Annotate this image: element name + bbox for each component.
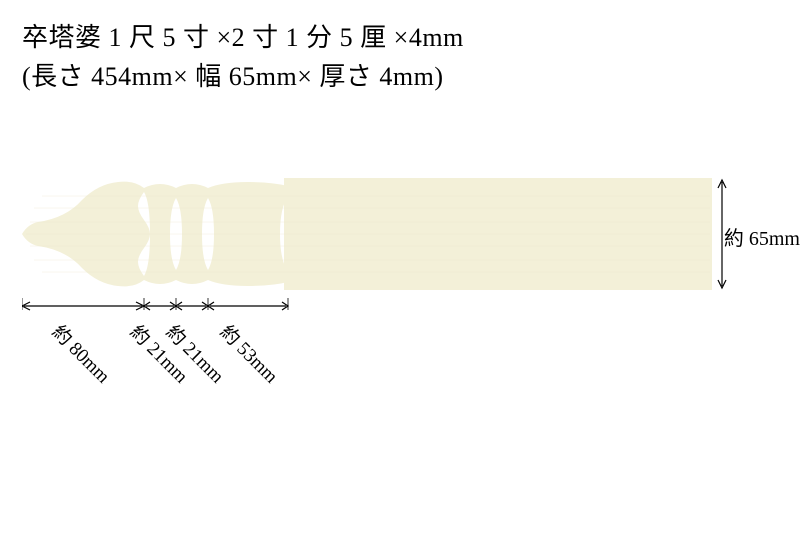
height-dimension-label: 約 65mm bbox=[724, 222, 800, 251]
sotoba-diagram: 約 65mm 約 80mm 約 21mm 約 21mm 約 53mm bbox=[22, 178, 778, 378]
bottom-dimension-arrows bbox=[22, 298, 288, 310]
title-line-1: 卒塔婆 1 尺 5 寸 ×2 寸 1 分 5 厘 ×4mm bbox=[22, 18, 464, 57]
title-line-2: (長さ 454mm× 幅 65mm× 厚さ 4mm) bbox=[22, 57, 464, 96]
title-block: 卒塔婆 1 尺 5 寸 ×2 寸 1 分 5 厘 ×4mm (長さ 454mm×… bbox=[22, 18, 464, 96]
